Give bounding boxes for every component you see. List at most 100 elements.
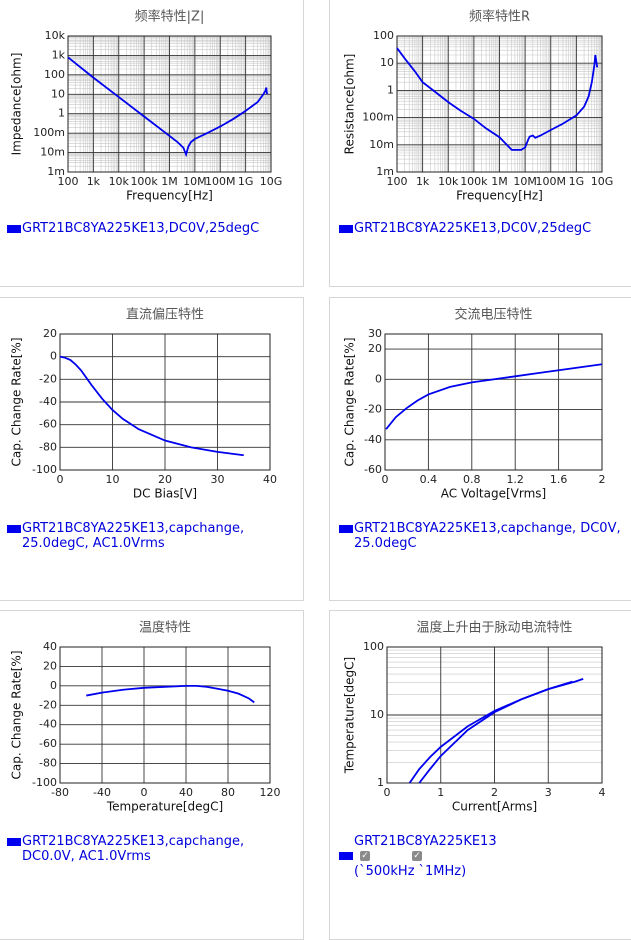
data-line (396, 47, 599, 151)
y-tick-label: -100 (32, 463, 57, 476)
legend-swatch (7, 225, 21, 233)
y-tick-label: -60 (39, 418, 57, 431)
y-tick-label: 20 (43, 327, 57, 340)
legend-label: GRT21BC8YA225KE13,DC0V,25degC (22, 221, 260, 236)
x-tick-label: 1 (437, 786, 444, 799)
chart-title: 交流电压特性 (454, 307, 532, 323)
plot-frame (59, 333, 271, 471)
y-tick-label: -40 (364, 433, 382, 446)
chart-title: 频率特性|Z| (135, 9, 205, 25)
x-tick-label: 120 (260, 786, 281, 799)
plot-area (60, 647, 270, 783)
legend: GRT21BC8YA225KE13 ✓ ✓ (`500kHz `1MHz) (339, 834, 624, 879)
series-checkbox[interactable]: ✓ (412, 851, 422, 861)
panel: 0 10 20 30 40 20 0 -20 -40 -60 -80 -100 直流偏压特性 DC Bia… (0, 297, 304, 601)
chart-title: 直流偏压特性 (126, 308, 204, 323)
x-tick-label: 4 (599, 786, 606, 799)
y-tick-label: 10 (370, 708, 384, 721)
y-tick-label: 10m (40, 146, 65, 159)
panel: 0 1 2 3 4 1 10 100 温度上升由于脉动电流特性 Current[Arms] Temp… (329, 610, 631, 940)
y-tick-label: -80 (39, 440, 57, 453)
legend-row: GRT21BC8YA225KE13,capchange, DC0V, 25.0d… (339, 521, 624, 551)
y-axis-label: Cap. Change Rate[%] (10, 650, 24, 779)
y-tick-label: -100 (32, 776, 57, 789)
plot-area (385, 334, 602, 470)
series-checkbox[interactable]: ✓ (360, 851, 370, 861)
x-axis-label: Temperature[degC] (106, 800, 223, 814)
legend: GRT21BC8YA225KE13,DC0V,25degC (7, 221, 292, 236)
x-tick-label: 30 (211, 473, 225, 486)
x-axis-label: Frequency[Hz] (126, 189, 213, 203)
chart: -80 -40 0 40 80 12040200-20-40-60-80-100温度特性T… (10, 620, 281, 814)
plot-frame (386, 646, 603, 784)
x-tick-label: 1k (87, 175, 101, 188)
y-tick-label: -60 (364, 463, 382, 476)
y-axis-label: Cap. Change Rate[%] (343, 337, 357, 466)
legend-row: (`500kHz `1MHz) (354, 864, 624, 879)
legend-row: GRT21BC8YA225KE13,capchange, 25.0degC, A… (7, 521, 292, 551)
x-axis-label: DC Bias[V] (133, 487, 197, 501)
y-tick-label: 1k (52, 48, 66, 61)
x-tick-label: 3 (545, 786, 552, 799)
x-tick-label: 0.8 (463, 473, 481, 486)
x-tick-label: 10k (438, 175, 459, 188)
chart: 0 10 20 30 40 20 0 -20 -40 -60 -80 -100 直流偏压特性 DC Bia… (10, 308, 278, 501)
y-tick-label: 1 (387, 83, 394, 96)
x-tick-label: 10G (591, 175, 614, 188)
legend-label: GRT21BC8YA225KE13,capchange, DC0V, 25.0d… (354, 521, 621, 551)
y-tick-label: 100m (33, 126, 65, 139)
panel: 0 0.4 0.8 1.2 1.6 2 30 20 0 -20 -40 -60 交流电压特性 AC Vol… (329, 297, 631, 601)
y-tick-label: -20 (39, 372, 57, 385)
x-tick-label: 80 (221, 786, 235, 799)
y-axis-label: Cap. Change Rate[%] (10, 337, 24, 466)
x-tick-label: 10k (109, 175, 130, 188)
legend-label: GRT21BC8YA225KE13,capchange, 25.0degC, A… (22, 521, 245, 551)
x-tick-label: 20 (158, 473, 172, 486)
legend-swatch (7, 525, 21, 533)
x-tick-label: -80 (51, 786, 69, 799)
y-tick-label: 30 (368, 327, 382, 340)
y-tick-label: 10k (45, 29, 66, 42)
data-line (67, 56, 268, 158)
legend: GRT21BC8YA225KE13,capchange, DC0V, 25.0d… (339, 521, 624, 551)
x-axis-label: AC Voltage[Vrms] (441, 487, 546, 501)
y-tick-label: 1 (58, 107, 65, 120)
x-tick-label: 10M (513, 175, 537, 188)
y-tick-label: -40 (39, 395, 57, 408)
legend-label: (`500kHz (354, 864, 415, 879)
x-tick-label: 2 (491, 786, 498, 799)
y-tick-label: 0 (50, 350, 57, 363)
x-tick-label: 100 (387, 175, 408, 188)
chart: 0 1 2 3 4110100温度上升由于脉动电流特性Current[Arms]Temp… (343, 620, 606, 814)
panel: -80 -40 0 40 80 120 40 20 0 -20 -40 -60 -80 -100 温度特性 T… (0, 610, 304, 940)
x-tick-label: 0.4 (420, 473, 438, 486)
legend-title: GRT21BC8YA225KE13 (354, 834, 497, 849)
y-tick-label: 40 (43, 640, 57, 653)
legend-label: GRT21BC8YA225KE13,DC0V,25degC (354, 221, 592, 236)
x-tick-label: 1.6 (550, 473, 568, 486)
x-tick-label: 1M (491, 175, 508, 188)
y-tick-label: 10 (51, 87, 65, 100)
x-tick-label: 1M (161, 175, 178, 188)
y-tick-label: 1 (377, 776, 384, 789)
y-tick-label: 1m (376, 165, 394, 178)
x-tick-label: 40 (179, 786, 193, 799)
legend-label: GRT21BC8YA225KE13,capchange, DC0.0V, AC1… (22, 834, 245, 864)
y-tick-label: 100m (362, 111, 394, 124)
legend: GRT21BC8YA225KE13,DC0V,25degC (339, 221, 624, 236)
plot-frame (384, 333, 603, 471)
x-axis-label: Current[Arms] (452, 800, 537, 814)
legend-swatch (339, 225, 353, 233)
legend-swatch (339, 852, 353, 860)
y-tick-label: 0 (375, 372, 382, 385)
x-tick-label: 10M (183, 175, 207, 188)
x-tick-label: 100k (460, 175, 488, 188)
data-line (385, 363, 603, 430)
legend-row: ✓ ✓ (339, 851, 624, 861)
legend-swatch (7, 838, 21, 846)
panel: 100 1k 10k 100k 1M 10M 100M 1G 10G 1m 10m 100m 1 10 10… (329, 0, 631, 287)
x-tick-label: 100M (205, 175, 236, 188)
y-tick-label: 100 (373, 29, 394, 42)
x-tick-label: 100M (536, 175, 567, 188)
